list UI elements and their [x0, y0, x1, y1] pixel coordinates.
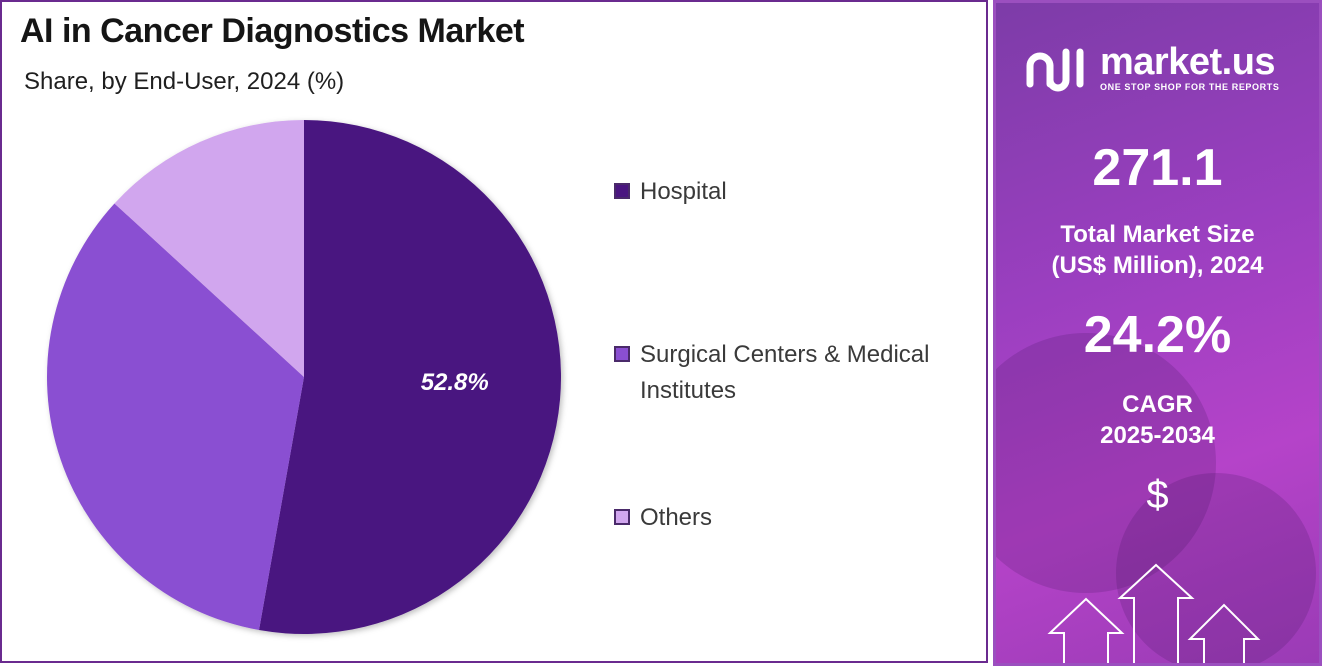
logo-icon — [1026, 48, 1084, 91]
legend-item-surgical-centers: Surgical Centers & Medical Institutes — [614, 337, 980, 409]
growth-arrows-icon — [1047, 563, 1261, 663]
stats-panel: market.us ONE STOP SHOP FOR THE REPORTS … — [993, 0, 1322, 666]
legend-swatch — [614, 183, 630, 199]
market-size-label-line2: (US$ Million), 2024 — [1051, 252, 1264, 279]
pie-slice-hospital — [259, 120, 562, 635]
legend-item-hospital: Hospital — [614, 174, 980, 210]
brand-name: market.us — [1100, 41, 1276, 83]
cagr-value: 24.2% — [1083, 306, 1232, 364]
cagr-label-line1: CAGR — [1122, 391, 1193, 418]
chart-subtitle: Share, by End-User, 2024 (%) — [24, 68, 345, 95]
market-size-label-line1: Total Market Size — [1060, 221, 1255, 248]
legend-swatch — [614, 346, 630, 362]
pie-slice-others — [114, 120, 304, 377]
pie-data-label: 52.8% — [421, 369, 489, 396]
chart-panel: AI in Cancer Diagnostics Market Share, b… — [0, 0, 988, 663]
background-shape — [1116, 473, 1316, 663]
market-size-value: 271.1 — [1092, 139, 1223, 197]
legend-swatch — [614, 509, 630, 525]
background-shape — [996, 333, 1216, 593]
legend-label: Surgical Centers & Medical Institutes — [640, 341, 930, 404]
brand-tagline: ONE STOP SHOP FOR THE REPORTS — [1100, 82, 1280, 92]
brand-logo: market.us ONE STOP SHOP FOR THE REPORTS — [1024, 43, 1279, 92]
cagr-label-line2: 2025-2034 — [1100, 422, 1215, 449]
pie-slice-surgical-centers — [47, 203, 305, 631]
dollar-icon: $ — [1146, 473, 1169, 517]
legend-label: Others — [640, 504, 713, 531]
legend-item-others: Others — [614, 500, 980, 536]
chart-title: AI in Cancer Diagnostics Market — [20, 12, 525, 50]
legend-label: Hospital — [640, 178, 727, 205]
pie-chart: 52.8% — [47, 120, 562, 635]
